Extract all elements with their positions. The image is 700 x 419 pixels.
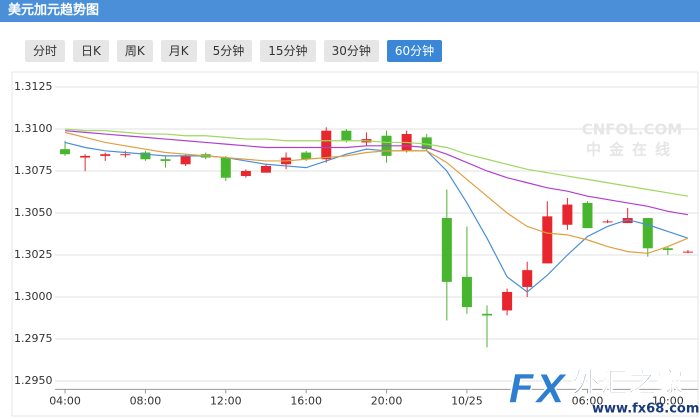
y-tick-label: 1.3025 [14,248,53,261]
y-tick-label: 1.3100 [14,122,53,135]
candle-body [682,251,693,253]
candle-body [421,137,432,150]
average-line [64,130,689,216]
logo-name: 外汇之家 [572,366,684,399]
x-tick-label: 10/25 [451,394,483,407]
average-line [64,131,689,254]
candle-body [240,171,251,177]
candle-body [642,218,653,249]
y-tick-label: 1.3075 [14,164,53,177]
candle-body [140,152,151,160]
period-tab[interactable]: 5分钟 [204,40,253,62]
period-tab[interactable]: 分时 [25,40,66,62]
candle-body [562,204,573,225]
x-tick-label: 06:00 [572,394,604,407]
candle-body [582,202,593,229]
candle-body [260,165,271,173]
average-line [64,141,689,293]
candle-body [461,276,472,308]
candle-body [80,155,91,158]
candle-body [662,248,673,250]
y-tick-label: 1.3125 [14,80,53,93]
candle-body [482,313,493,316]
period-tab[interactable]: 15分钟 [260,40,316,62]
candle-body [321,130,332,160]
candle-body [502,291,513,311]
candle-body [441,218,452,282]
x-tick-label: 10:00 [652,394,684,407]
watermark: CNFOL.COM [582,121,683,139]
logo-url: www.fx68.com [592,402,699,417]
x-tick-label: 16:00 [290,394,322,407]
watermark: 中金在线 [586,141,678,159]
period-tab[interactable]: 周K [116,40,153,62]
candle-body [542,216,553,264]
y-tick-label: 1.3000 [14,290,53,303]
candle-body [60,149,71,155]
candle-body [341,130,352,141]
tab-bar: 分时 日K 周K 月K 5分钟 15分钟 30分钟 60分钟 [25,40,443,62]
candle-body [160,159,171,161]
period-tab[interactable]: 日K [73,40,109,62]
candle-body [220,157,231,178]
period-tab[interactable]: 60分钟 [386,40,443,62]
candle-body [301,152,312,160]
header-title: 美元加元趋势图 [0,0,700,22]
period-tab[interactable]: 月K [160,40,197,62]
x-tick-label: 12:00 [210,394,242,407]
y-tick-label: 1.3050 [14,206,53,219]
y-tick-label: 1.2950 [14,374,53,387]
x-tick-label: 08:00 [130,394,162,407]
candle-body [622,218,633,224]
candle-body [180,155,191,165]
candle-body [100,154,111,156]
x-tick-label: 04:00 [49,394,81,407]
y-tick-label: 1.2975 [14,332,53,345]
candle-body [120,154,131,156]
x-tick-label: 20:00 [371,394,403,407]
period-tab[interactable]: 30分钟 [323,40,379,62]
chart-frame [11,71,699,417]
logo-fx: FX [508,367,568,413]
candle-body [602,221,613,223]
candle-body [522,270,533,287]
average-line [64,128,689,197]
